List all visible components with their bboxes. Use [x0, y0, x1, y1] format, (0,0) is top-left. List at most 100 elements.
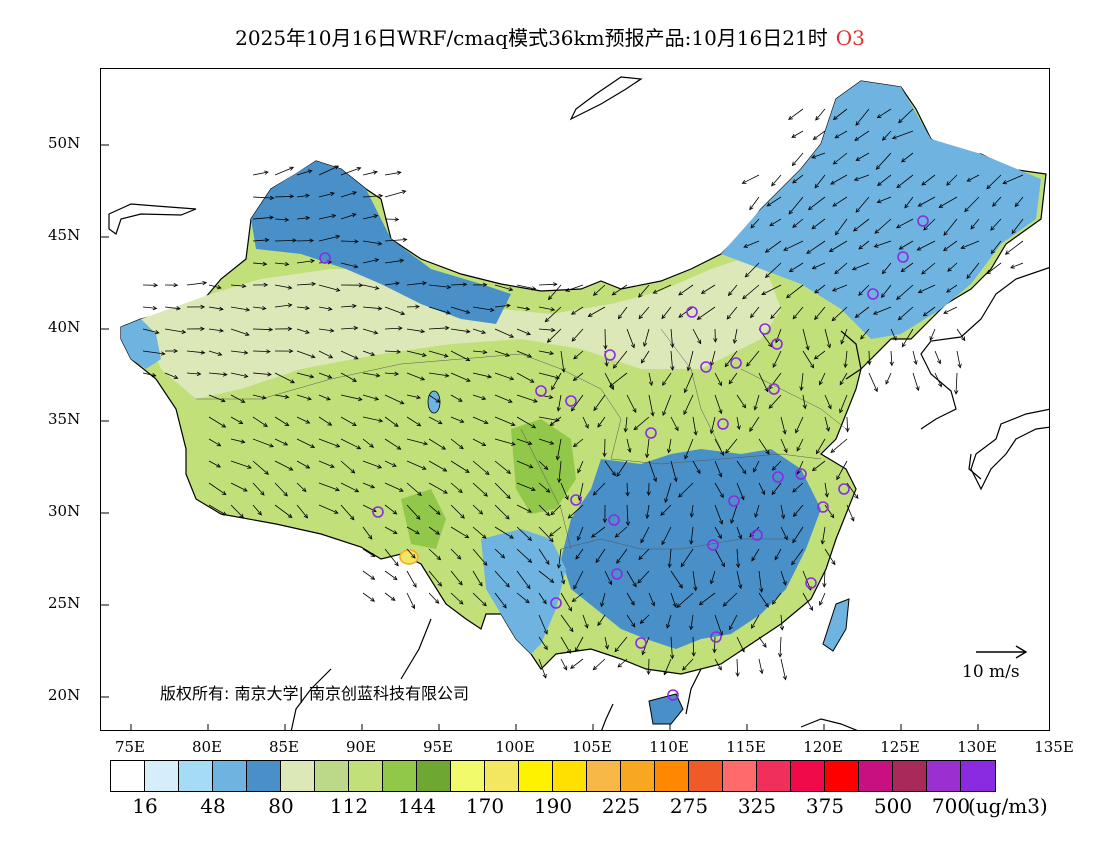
station-marker[interactable] [707, 539, 719, 551]
wind-arrow [538, 283, 557, 286]
wind-arrow-head [354, 488, 360, 493]
colorbar-swatch [281, 761, 315, 791]
station-marker[interactable] [550, 597, 562, 609]
wind-arrow-head [670, 343, 675, 349]
wind-arrow-head [802, 404, 807, 410]
station-marker[interactable] [611, 568, 623, 580]
wind-arrow-head [350, 469, 356, 474]
station-marker[interactable] [635, 637, 647, 649]
wind-arrow [637, 570, 650, 584]
wind-arrow [494, 482, 511, 499]
station-marker[interactable] [570, 494, 582, 506]
station-marker[interactable] [768, 383, 780, 395]
wind-arrow [230, 460, 252, 469]
station-marker[interactable] [372, 506, 384, 518]
wind-arrow [318, 438, 340, 448]
station-marker[interactable] [565, 395, 577, 407]
wind-arrow-head [587, 312, 593, 317]
wind-arrow [164, 306, 181, 310]
wind-arrow [362, 306, 382, 310]
station-marker[interactable] [795, 468, 807, 480]
wind-arrow [428, 592, 439, 604]
map-canvas[interactable] [101, 69, 1050, 731]
station-marker[interactable] [805, 577, 817, 589]
wind-arrow [638, 284, 650, 298]
colorbar-swatch [111, 761, 145, 791]
wind-arrow [714, 504, 723, 525]
wind-arrow-head [744, 272, 750, 278]
station-marker[interactable] [535, 385, 547, 397]
station-marker[interactable] [838, 483, 850, 495]
wind-arrow [450, 283, 467, 286]
station-marker[interactable] [897, 251, 909, 263]
station-marker[interactable] [772, 471, 784, 483]
wind-arrow [617, 658, 628, 668]
wind-arrow-head [678, 291, 683, 296]
station-marker[interactable] [867, 288, 879, 300]
wind-arrow [934, 350, 941, 364]
wind-arrow [792, 526, 804, 543]
wind-arrow-head [782, 429, 787, 435]
wind-arrow-head [727, 291, 733, 297]
station-marker[interactable] [667, 689, 679, 701]
wind-arrow-head [269, 215, 275, 220]
station-marker[interactable] [917, 215, 929, 227]
wind-arrow-head [700, 289, 706, 294]
wind-arrow-head [402, 237, 408, 242]
wind-arrow [142, 328, 159, 334]
wind-arrow [472, 548, 488, 566]
wind-arrow [918, 196, 936, 207]
station-marker[interactable] [817, 501, 829, 513]
wind-arrow [626, 482, 629, 496]
wind-arrow [819, 592, 826, 606]
wind-arrow [697, 306, 716, 320]
station-marker[interactable] [759, 323, 771, 335]
wind-arrow-head [604, 644, 609, 650]
wind-arrow [854, 174, 870, 181]
wind-arrow [472, 482, 488, 497]
wind-arrow-head [923, 225, 928, 231]
station-marker[interactable] [710, 631, 722, 643]
wind-arrow [560, 636, 571, 654]
station-marker[interactable] [608, 514, 620, 526]
wind-arrow-head [772, 363, 777, 369]
wind-arrow-head [611, 471, 616, 477]
wind-arrow [830, 438, 848, 453]
wind-arrow-head [465, 357, 471, 362]
station-marker[interactable] [319, 252, 331, 264]
wind-arrow [142, 350, 165, 355]
station-marker[interactable] [728, 495, 740, 507]
wind-arrow-head [525, 598, 530, 604]
wind-arrow [772, 350, 782, 368]
wind-arrow-head [573, 354, 578, 360]
wind-arrow [494, 284, 513, 291]
wind-arrow-head [873, 387, 878, 393]
wind-arrow-head [792, 179, 797, 184]
wind-arrow [516, 416, 536, 429]
map-frame[interactable] [100, 68, 1050, 731]
lon-label-125e: 125E [880, 738, 920, 756]
station-marker[interactable] [700, 361, 712, 373]
wind-arrow-head [771, 466, 777, 471]
station-marker[interactable] [730, 357, 742, 369]
wind-arrow [340, 213, 356, 220]
wind-arrow-head [855, 156, 861, 161]
station-marker[interactable] [771, 338, 783, 350]
station-marker[interactable] [604, 349, 616, 361]
wind-arrow-head [737, 584, 743, 590]
wind-arrow-head [482, 349, 488, 355]
wind-arrow-head [662, 381, 667, 386]
wind-arrow-head [577, 468, 582, 474]
wind-arrow-head [738, 534, 743, 540]
blue-region-southwest [481, 529, 566, 654]
wind-arrow-head [597, 621, 602, 627]
station-marker[interactable] [751, 529, 763, 541]
station-marker[interactable] [686, 306, 698, 318]
station-marker[interactable] [717, 418, 729, 430]
station-marker[interactable] [645, 427, 657, 439]
wind-arrow [472, 350, 487, 353]
wind-arrow-head [511, 441, 516, 446]
wind-arrow [274, 504, 293, 518]
wind-arrow-head [263, 282, 269, 288]
wind-arrow-head [505, 514, 510, 520]
